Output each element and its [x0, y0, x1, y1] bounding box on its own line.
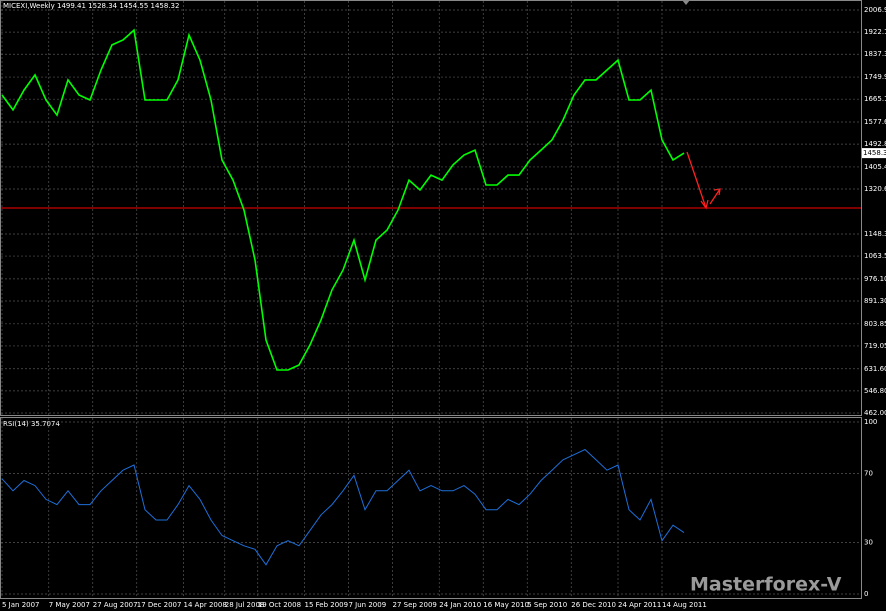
x-tick-label: 26 Dec 2010	[571, 601, 616, 609]
watermark: Masterforex-V	[690, 574, 842, 596]
x-tick-label: 24 Apr 2011	[618, 601, 661, 609]
x-tick-label: 5 Sep 2010	[527, 601, 567, 609]
x-tick-label: 28 Jul 2008	[225, 601, 265, 609]
last-price-box	[862, 148, 886, 159]
y-tick-label: 462.00	[864, 409, 886, 417]
x-tick-label: 27 Aug 2007	[93, 601, 138, 609]
x-tick-label: 24 Jan 2010	[439, 601, 481, 609]
y-tick-label: 0	[864, 590, 868, 598]
y-tick-label: 1837.35	[864, 50, 886, 58]
x-tick-label: 15 Feb 2009	[305, 601, 349, 609]
y-tick-label: 1749.90	[864, 73, 886, 81]
y-tick-label: 546.80	[864, 387, 886, 395]
y-tick-label: 1320.60	[864, 185, 886, 193]
rsi-title: RSI(14) 35.7074	[3, 420, 60, 428]
arrow-up	[709, 188, 721, 205]
x-tick-label: 14 Apr 2008	[184, 601, 227, 609]
shift-marker	[682, 0, 690, 5]
x-tick-label: 16 May 2010	[483, 601, 529, 609]
y-tick-label: 1665.10	[864, 95, 886, 103]
price-panel	[0, 0, 862, 416]
y-tick-label: 803.85	[864, 320, 886, 328]
arrow-down	[686, 151, 707, 209]
series-line	[1, 28, 685, 371]
chart-title: MICEXI,Weekly 1499.41 1528.34 1454.55 14…	[3, 2, 179, 10]
y-tick-label: 100	[864, 418, 877, 426]
y-tick-label: 631.60	[864, 365, 886, 373]
y-tick-label: 70	[864, 470, 873, 478]
y-tick-label: 1063.55	[864, 252, 886, 260]
x-tick-label: 19 Oct 2008	[258, 601, 301, 609]
y-tick-label: 2006.95	[864, 6, 886, 14]
y-tick-label: 891.30	[864, 297, 886, 305]
x-tick-label: 17 Dec 2007	[137, 601, 182, 609]
y-tick-label: 1148.35	[864, 230, 886, 238]
x-tick-label: 14 Aug 2011	[662, 601, 707, 609]
x-tick-label: 7 Jun 2009	[349, 601, 387, 609]
y-tick-label: 719.05	[864, 342, 886, 350]
y-tick-label: 1922.15	[864, 28, 886, 36]
rsi-panel	[0, 417, 862, 599]
y-tick-label: 1492.85	[864, 140, 886, 148]
y-tick-label: 30	[864, 538, 873, 546]
y-tick-label: 1405.40	[864, 163, 886, 171]
last-price-label: 1458.32	[863, 149, 886, 157]
x-tick-label: 27 Sep 2009	[393, 601, 437, 609]
series-line	[1, 448, 685, 566]
y-tick-label: 976.10	[864, 275, 886, 283]
y-tick-label: 1577.65	[864, 118, 886, 126]
x-tick-label: 7 May 2007	[49, 601, 90, 609]
x-tick-label: 5 Jan 2007	[2, 601, 40, 609]
